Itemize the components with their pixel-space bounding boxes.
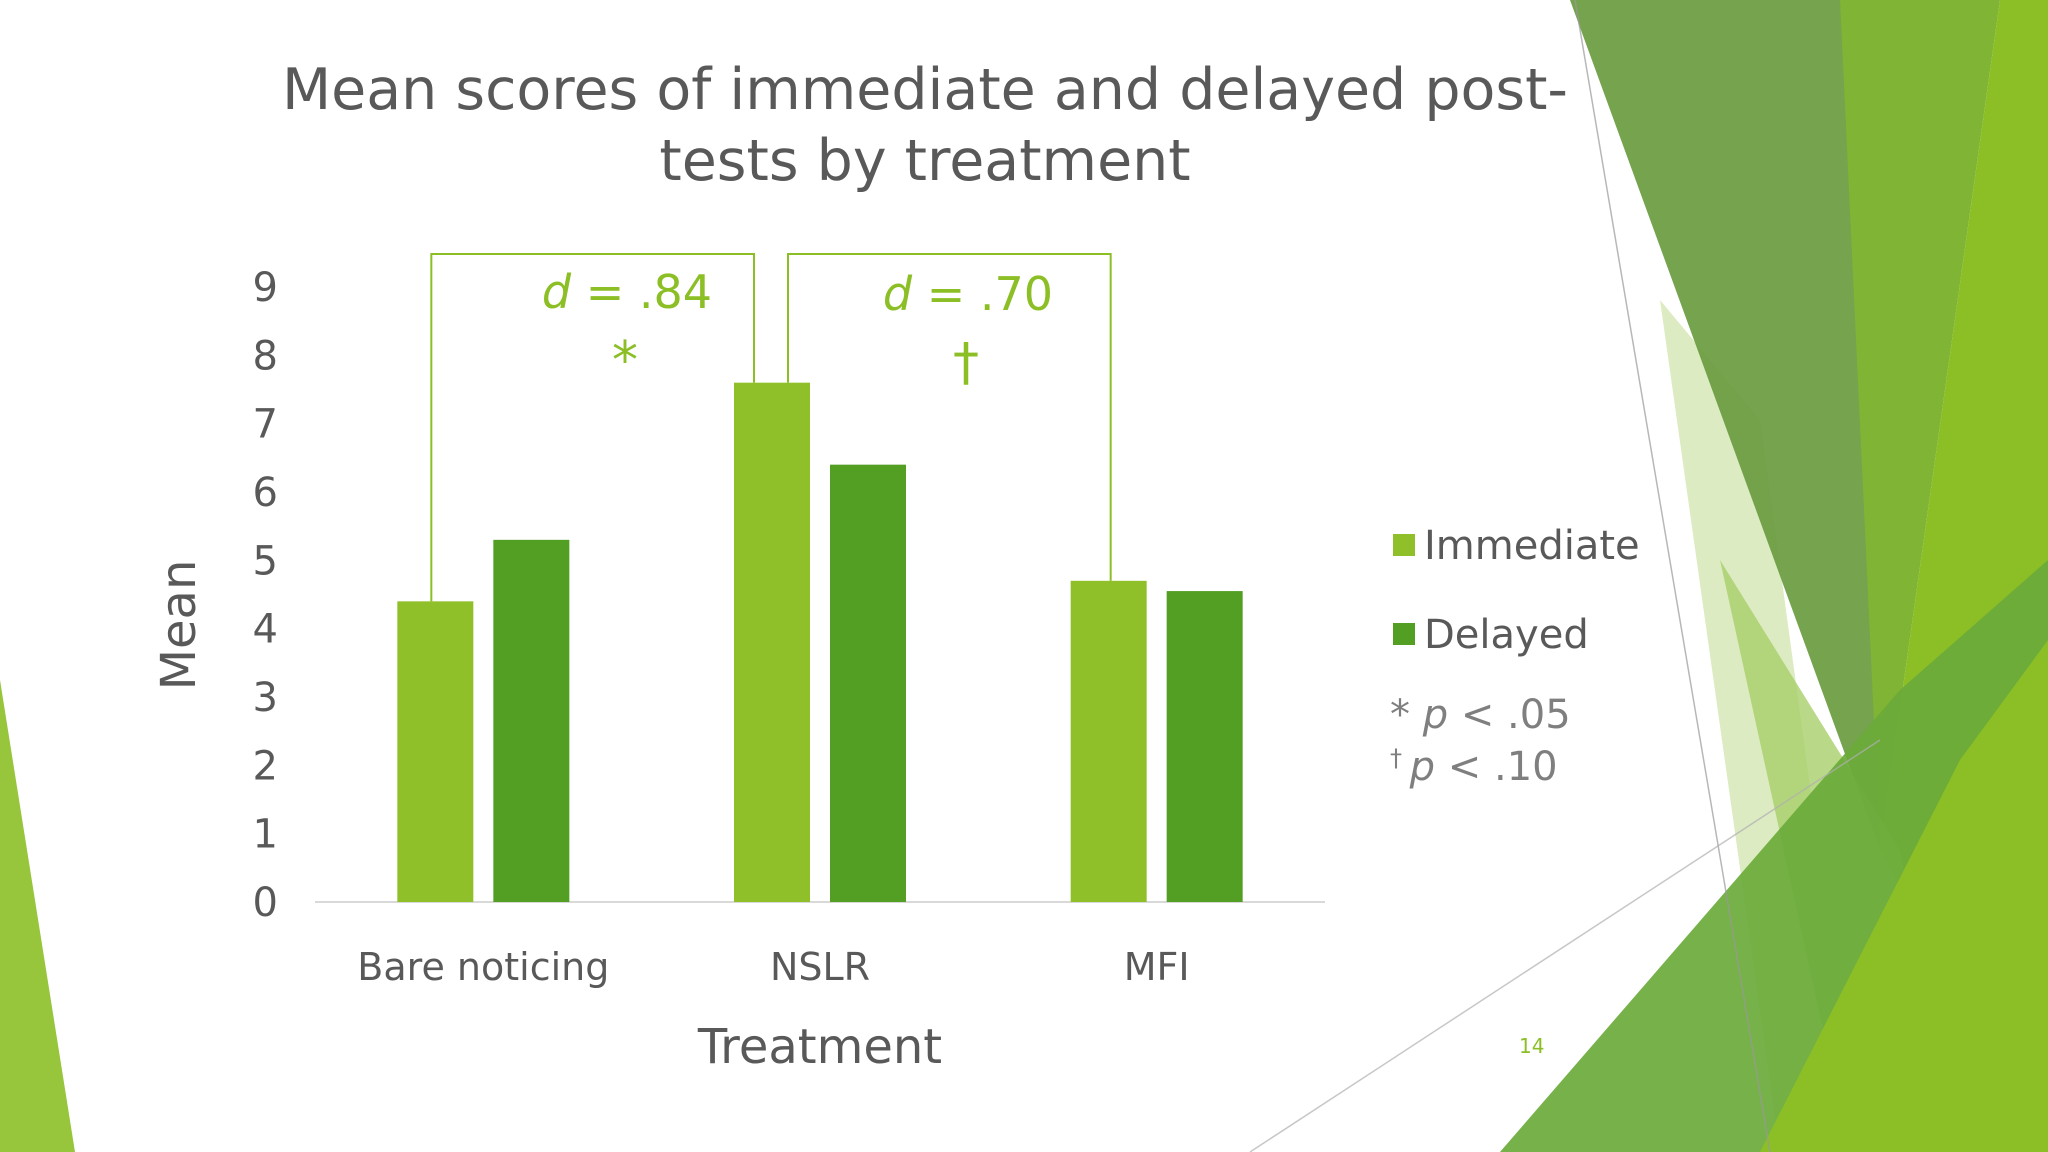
y-tick-label: 9 bbox=[253, 265, 278, 311]
significance-note: † p < .10 bbox=[1390, 744, 1558, 790]
significance-bracket bbox=[430, 253, 755, 602]
bar-delayed bbox=[830, 464, 906, 902]
deco-dark-triangle bbox=[1570, 0, 1880, 850]
legend-swatch-delayed bbox=[1393, 623, 1415, 645]
deco-green-wedge bbox=[1840, 0, 2000, 850]
x-axis-title: Treatment bbox=[697, 1019, 942, 1075]
deco-left-sliver bbox=[0, 680, 75, 1152]
page-number: 14 bbox=[1519, 1034, 1545, 1058]
legend-swatch-immediate bbox=[1393, 534, 1415, 556]
note-p: p bbox=[1422, 692, 1448, 738]
y-tick-label: 2 bbox=[253, 743, 278, 789]
note-threshold: < .05 bbox=[1448, 692, 1571, 738]
effect-size-symbol: d bbox=[542, 265, 572, 319]
effect-size-value: = .84 bbox=[571, 265, 712, 319]
note-threshold: < .10 bbox=[1435, 744, 1558, 790]
bar-immediate bbox=[1070, 580, 1147, 902]
effect-size-symbol: d bbox=[883, 267, 913, 321]
significance-bracket bbox=[787, 253, 1112, 581]
bar-delayed bbox=[493, 539, 570, 902]
y-tick-label: 1 bbox=[253, 812, 278, 858]
note-symbol: * bbox=[1390, 692, 1423, 738]
x-tick-label: NSLR bbox=[770, 945, 870, 989]
y-axis-title: Mean bbox=[151, 560, 207, 691]
bar-immediate bbox=[734, 382, 810, 903]
y-tick-label: 0 bbox=[253, 880, 278, 926]
effect-size-label: d = .70 bbox=[883, 267, 1053, 321]
effect-size-label: d = .84 bbox=[542, 265, 712, 319]
bar-delayed bbox=[1166, 591, 1243, 902]
y-tick-label: 4 bbox=[253, 607, 278, 653]
x-tick-label: MFI bbox=[1124, 945, 1190, 989]
y-tick-label: 7 bbox=[253, 402, 278, 448]
effect-size-value: = .70 bbox=[912, 267, 1053, 321]
title-line-1: Mean scores of immediate and delayed pos… bbox=[281, 57, 1569, 123]
deco-thin-line-2 bbox=[1249, 739, 1881, 1152]
legend-label-delayed: Delayed bbox=[1424, 612, 1589, 658]
note-symbol: † bbox=[1390, 744, 1410, 772]
y-tick-label: 8 bbox=[253, 333, 278, 379]
significance-marker: † bbox=[953, 333, 979, 393]
y-tick-label: 3 bbox=[253, 675, 278, 721]
slide-title: Mean scores of immediate and delayed pos… bbox=[250, 55, 1600, 197]
significance-marker: * bbox=[612, 331, 638, 391]
deco-thin-line-1 bbox=[1574, 0, 1771, 1152]
title-line-2: tests by treatment bbox=[659, 128, 1191, 194]
deco-bottom-bright bbox=[1760, 640, 2048, 1152]
legend-label-immediate: Immediate bbox=[1424, 523, 1640, 569]
note-p: p bbox=[1409, 744, 1435, 790]
bar-immediate bbox=[397, 601, 474, 902]
significance-note: * p < .05 bbox=[1390, 692, 1571, 738]
y-tick-label: 5 bbox=[253, 538, 278, 584]
x-tick-label: Bare noticing bbox=[357, 945, 609, 989]
y-tick-label: 6 bbox=[253, 470, 278, 516]
